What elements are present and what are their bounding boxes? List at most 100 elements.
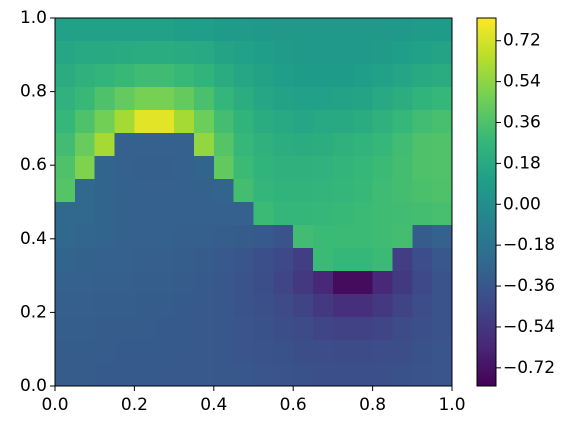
heatmap-cell xyxy=(313,87,334,111)
heatmap-cell xyxy=(74,110,96,134)
heatmap-cell xyxy=(233,294,255,318)
heatmap-cell xyxy=(55,248,76,272)
heatmap-cell xyxy=(213,271,235,295)
heatmap-cell xyxy=(174,18,195,42)
heatmap-cell xyxy=(372,363,394,387)
heatmap-cell xyxy=(293,340,314,364)
heatmap-cell xyxy=(432,18,453,42)
heatmap-cell xyxy=(55,294,76,318)
heatmap-cell xyxy=(94,225,116,249)
heatmap-cell xyxy=(293,133,314,157)
heatmap-cell xyxy=(154,340,175,364)
heatmap-cell xyxy=(392,41,413,65)
heatmap-cell xyxy=(193,294,215,318)
heatmap-cell xyxy=(293,18,314,42)
heatmap-cell xyxy=(134,225,155,249)
heatmap-cell xyxy=(213,317,235,341)
heatmap-cell xyxy=(94,41,116,65)
heatmap-cell xyxy=(273,156,294,180)
plot-frame xyxy=(54,17,453,387)
heatmap-cell xyxy=(392,133,413,157)
heatmap-cell xyxy=(273,133,294,157)
heatmap-cell xyxy=(432,87,453,111)
heatmap-cell xyxy=(55,87,76,111)
heatmap-cell xyxy=(193,340,215,364)
heatmap-cell xyxy=(55,317,76,341)
x-tick-label: 0.4 xyxy=(200,395,227,415)
heatmap-cell xyxy=(332,18,354,42)
heatmap-cell xyxy=(253,41,274,65)
x-tick-label: 0.8 xyxy=(359,395,386,415)
heatmap-cell xyxy=(293,248,314,272)
heatmap-cell xyxy=(193,156,215,180)
heatmap-cell xyxy=(174,317,195,341)
heatmap-cell xyxy=(134,87,155,111)
heatmap-cell xyxy=(74,248,96,272)
heatmap-cell xyxy=(74,18,96,42)
heatmap-cell xyxy=(174,340,195,364)
heatmap-cell xyxy=(352,18,374,42)
heatmap-cell xyxy=(313,363,334,387)
colorbar-tick-label: 0.18 xyxy=(503,153,541,173)
heatmap-cell xyxy=(412,41,433,65)
heatmap-cell xyxy=(213,87,235,111)
heatmap-cell xyxy=(114,133,135,157)
heatmap-cell xyxy=(233,110,255,134)
heatmap-cell xyxy=(193,41,215,65)
heatmap-cell xyxy=(332,248,354,272)
heatmap-cell xyxy=(74,87,96,111)
heatmap-cell xyxy=(412,202,433,226)
heatmap-cell xyxy=(174,87,195,111)
heatmap-cell xyxy=(253,294,274,318)
heatmap-cell xyxy=(332,317,354,341)
heatmap-cell xyxy=(293,156,314,180)
heatmap-cell xyxy=(94,363,116,387)
heatmap-cell xyxy=(213,41,235,65)
y-tick-label: 0.0 xyxy=(20,376,47,396)
heatmap-cell xyxy=(94,271,116,295)
heatmap-cell xyxy=(412,110,433,134)
heatmap-cell xyxy=(74,41,96,65)
heatmap-cell xyxy=(412,340,433,364)
heatmap-cell xyxy=(114,363,135,387)
heatmap-cell xyxy=(313,294,334,318)
heatmap-cell xyxy=(253,110,274,134)
heatmap-cell xyxy=(313,64,334,88)
heatmap-cell xyxy=(154,64,175,88)
heatmap-cell xyxy=(372,202,394,226)
heatmap-cell xyxy=(94,202,116,226)
colorbar-tick-label: 0.36 xyxy=(503,112,541,132)
heatmap-cell xyxy=(55,41,76,65)
heatmap-cell xyxy=(313,202,334,226)
heatmap-cell xyxy=(114,248,135,272)
heatmap-cell xyxy=(174,202,195,226)
x-tick-label: 0.0 xyxy=(41,395,68,415)
heatmap-cell xyxy=(432,133,453,157)
heatmap-cell xyxy=(233,64,255,88)
heatmap-cell xyxy=(213,248,235,272)
heatmap-cell xyxy=(154,225,175,249)
heatmap-cell xyxy=(253,317,274,341)
heatmap-cell xyxy=(233,41,255,65)
heatmap-cell xyxy=(134,248,155,272)
heatmap-cell xyxy=(412,225,433,249)
heatmap-cell xyxy=(332,110,354,134)
heatmap-cell xyxy=(134,110,155,134)
heatmap-cell xyxy=(332,87,354,111)
heatmap-cell xyxy=(134,340,155,364)
heatmap-cell xyxy=(352,133,374,157)
heatmap-cell xyxy=(174,110,195,134)
heatmap-cell xyxy=(94,248,116,272)
heatmap-cell xyxy=(293,294,314,318)
heatmap-cell xyxy=(253,64,274,88)
heatmap-cell xyxy=(134,294,155,318)
heatmap-cell xyxy=(154,156,175,180)
y-tick-label: 0.4 xyxy=(20,229,47,249)
heatmap-cell xyxy=(392,64,413,88)
heatmap-cell xyxy=(432,110,453,134)
heatmap-cell xyxy=(213,156,235,180)
heatmap-cell xyxy=(55,179,76,203)
heatmap-cell xyxy=(193,64,215,88)
heatmap-cell xyxy=(412,317,433,341)
